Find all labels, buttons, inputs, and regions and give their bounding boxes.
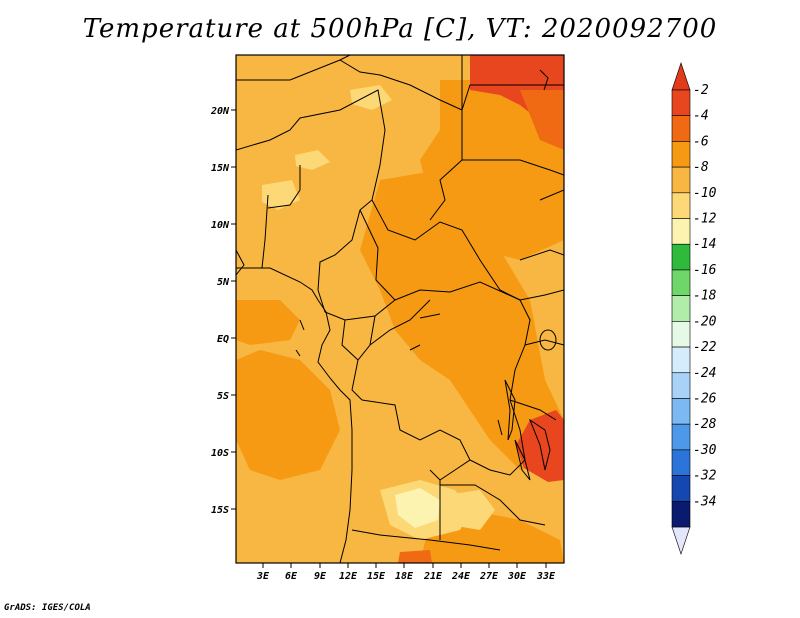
grads-credit: GrADS: IGES/COLA bbox=[4, 603, 91, 613]
colorbar-label: -30 bbox=[693, 443, 717, 458]
colorbar-label: -2 bbox=[693, 83, 709, 98]
lon-tick-label: 6E bbox=[285, 571, 298, 582]
colorbar-segment bbox=[671, 372, 691, 399]
colorbar-segment bbox=[671, 115, 691, 142]
colorbar-segment bbox=[671, 192, 691, 219]
colorbar-label: -28 bbox=[693, 417, 717, 432]
map-frame bbox=[235, 54, 565, 564]
field-zone-10-north-center bbox=[350, 85, 392, 110]
colorbar-top-arrow bbox=[671, 62, 691, 91]
colorbar: -2 -4 -6 -8 -10 -12 -14 -16 -18 -20 -22 -24 -26 -28 -3… bbox=[671, 62, 717, 555]
lat-tick-label: 15S bbox=[211, 505, 229, 516]
colorbar-segment bbox=[671, 346, 691, 374]
lat-tick-label: 10N bbox=[211, 220, 230, 231]
colorbar-label: -22 bbox=[693, 340, 717, 355]
field-zone-10-north bbox=[295, 150, 330, 170]
lon-tick-label: 3E bbox=[256, 571, 270, 582]
colorbar-segment bbox=[671, 500, 691, 528]
lon-tick-label: 24E bbox=[451, 571, 471, 582]
colorbar-segment bbox=[671, 166, 691, 194]
colorbar-label: -20 bbox=[693, 314, 717, 329]
chart-title: Temperature at 500hPa [C], VT: 202009270… bbox=[82, 14, 718, 44]
field-zone-10-south-east bbox=[445, 490, 495, 530]
colorbar-segment bbox=[671, 269, 691, 296]
field-zone-6-southwest bbox=[236, 350, 340, 480]
colorbar-segment bbox=[671, 423, 691, 451]
lat-tick-label: EQ bbox=[217, 334, 229, 345]
lat-tick-label: 20N bbox=[210, 106, 230, 117]
colorbar-segment bbox=[671, 398, 691, 425]
lat-tick-label: 10S bbox=[211, 448, 229, 459]
lon-tick-label: 9E bbox=[314, 571, 327, 582]
colorbar-label: -12 bbox=[693, 212, 717, 227]
lon-tick-label: 18E bbox=[395, 571, 414, 582]
colorbar-label: -4 bbox=[693, 109, 709, 124]
colorbar-bottom-arrow bbox=[671, 526, 691, 555]
colorbar-label: -14 bbox=[693, 237, 716, 252]
lat-tick-label: 15N bbox=[211, 163, 230, 174]
field-zone-10-northwest bbox=[262, 180, 300, 210]
colorbar-label: -8 bbox=[693, 160, 709, 175]
lon-tick-label: 15E bbox=[367, 571, 386, 582]
lat-axis: 20N 15N 10N 5N EQ 5S 10S 15S bbox=[210, 106, 236, 516]
lon-axis: 3E 6E 9E 12E 15E 18E 21E 24E 27E 30E 33E bbox=[256, 563, 556, 582]
field-zone-4-northeast bbox=[520, 90, 564, 150]
lat-tick-label: 5S bbox=[217, 391, 229, 402]
colorbar-segment bbox=[671, 89, 691, 117]
field-zone-6-coast bbox=[236, 300, 300, 345]
temperature-field bbox=[236, 55, 564, 563]
colorbar-segment bbox=[671, 475, 691, 502]
colorbar-label: -18 bbox=[693, 289, 717, 304]
lon-tick-label: 12E bbox=[339, 571, 358, 582]
field-zone-12-south bbox=[395, 488, 440, 528]
colorbar-segment bbox=[671, 321, 691, 348]
colorbar-label: -32 bbox=[693, 469, 717, 484]
colorbar-segment bbox=[671, 449, 691, 476]
lon-tick-label: 21E bbox=[423, 571, 443, 582]
colorbar-label: -6 bbox=[693, 134, 709, 149]
colorbar-segment bbox=[671, 295, 691, 322]
lon-tick-label: 33E bbox=[536, 571, 556, 582]
colorbar-segment bbox=[671, 243, 691, 271]
lon-tick-label: 30E bbox=[507, 571, 527, 582]
colorbar-label: -26 bbox=[693, 391, 717, 406]
colorbar-label: -34 bbox=[693, 494, 716, 509]
lon-tick-label: 27E bbox=[479, 571, 499, 582]
colorbar-segment bbox=[671, 141, 691, 168]
colorbar-segment bbox=[671, 218, 691, 245]
lat-tick-label: 5N bbox=[217, 277, 230, 288]
colorbar-label: -24 bbox=[693, 366, 716, 381]
colorbar-label: -16 bbox=[693, 263, 717, 278]
country-borders bbox=[236, 55, 564, 563]
field-zone-4-south bbox=[398, 550, 432, 563]
colorbar-label: -10 bbox=[693, 186, 717, 201]
